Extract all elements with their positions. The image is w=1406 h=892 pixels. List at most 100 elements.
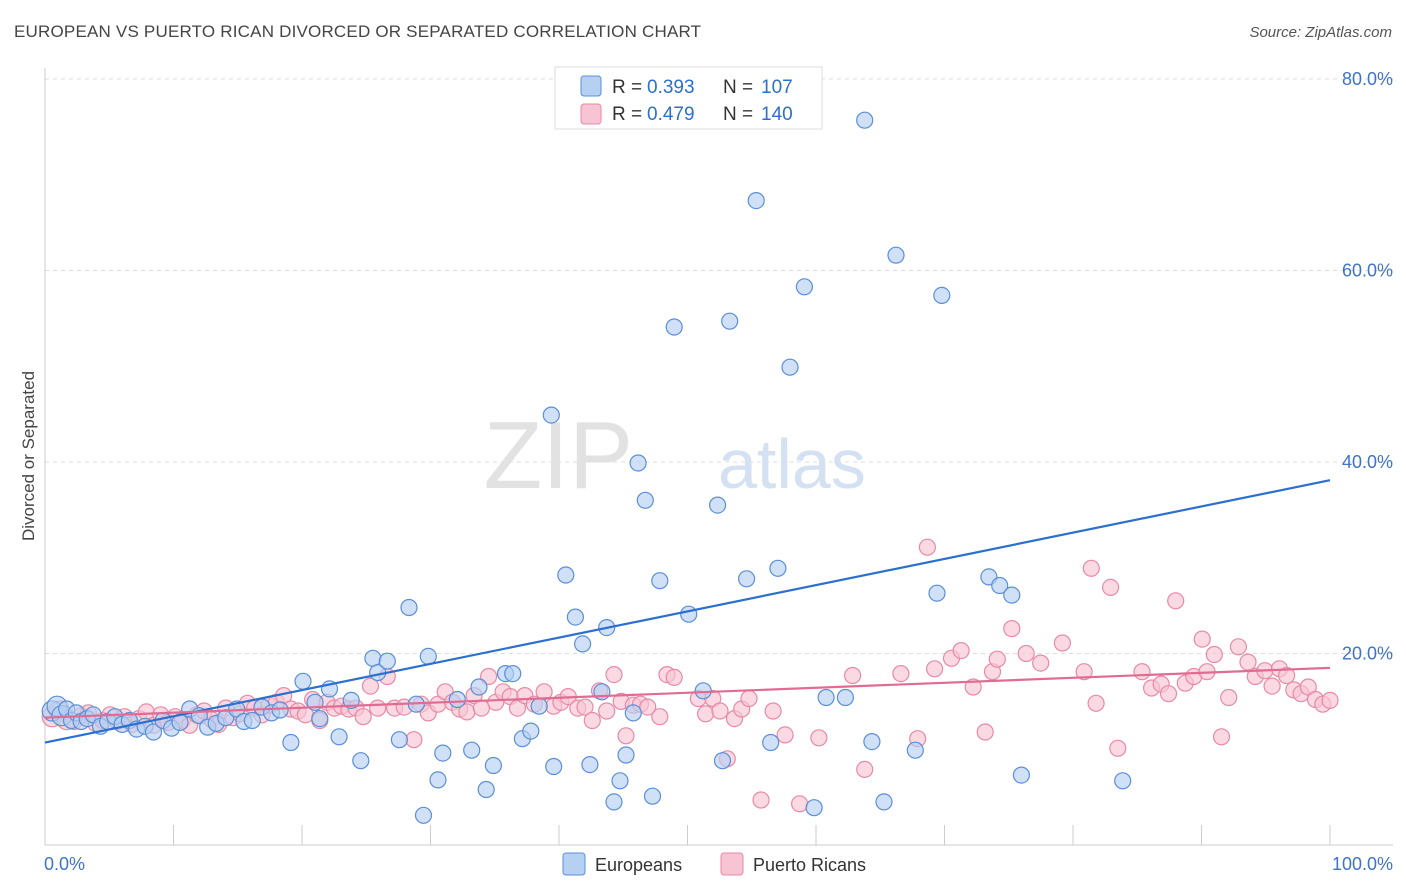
- point-europeans: [836, 688, 855, 707]
- point-puerto-ricans: [790, 795, 809, 813]
- point-puerto-ricans: [665, 668, 683, 687]
- point-puerto-ricans: [651, 708, 669, 726]
- trend-lines: [44, 479, 1331, 744]
- point-europeans: [271, 701, 289, 719]
- point-europeans: [557, 566, 575, 584]
- trend-line-europeans: [44, 479, 1331, 744]
- point-puerto-ricans: [1133, 663, 1151, 681]
- point-puerto-ricans: [598, 702, 616, 720]
- point-puerto-ricans: [711, 702, 729, 720]
- point-puerto-ricans: [1159, 685, 1178, 703]
- point-puerto-ricans: [752, 791, 770, 809]
- point-europeans: [477, 780, 495, 799]
- point-europeans: [243, 711, 261, 730]
- point-puerto-ricans: [810, 729, 828, 747]
- point-europeans: [330, 728, 348, 746]
- point-puerto-ricans: [1220, 688, 1238, 707]
- point-europeans: [769, 559, 787, 577]
- point-europeans: [708, 496, 727, 514]
- point-puerto-ricans: [354, 708, 372, 726]
- legend-swatch-puerto-ricans: [720, 852, 744, 876]
- point-europeans: [624, 704, 642, 722]
- point-europeans: [378, 652, 396, 670]
- point-europeans: [875, 793, 893, 811]
- point-europeans: [665, 318, 683, 336]
- point-europeans: [680, 605, 698, 623]
- point-puerto-ricans: [405, 731, 423, 749]
- point-puerto-ricans: [617, 727, 635, 745]
- point-puerto-ricans: [952, 641, 970, 660]
- point-puerto-ricans: [1239, 653, 1257, 671]
- point-puerto-ricans: [1229, 638, 1248, 656]
- point-puerto-ricans: [369, 699, 387, 717]
- stats-r-label-puerto-ricans: R =: [612, 104, 642, 125]
- point-puerto-ricans: [843, 666, 862, 685]
- point-europeans: [144, 723, 163, 741]
- point-puerto-ricans: [764, 702, 782, 720]
- stats-legend-swatch-europeans: [580, 75, 602, 97]
- point-puerto-ricans: [892, 664, 910, 683]
- point-puerto-ricans: [1205, 645, 1223, 664]
- point-europeans: [856, 111, 874, 129]
- point-europeans: [311, 709, 329, 728]
- point-europeans: [795, 278, 814, 296]
- y-axis-label: Divorced or Separated: [19, 371, 38, 541]
- point-puerto-ricans: [1032, 654, 1050, 672]
- point-europeans: [470, 678, 488, 696]
- watermark: ZIP atlas: [484, 402, 866, 509]
- point-europeans: [434, 744, 452, 762]
- point-europeans: [863, 732, 881, 751]
- point-puerto-ricans: [583, 711, 601, 730]
- point-puerto-ricans: [1193, 630, 1211, 648]
- source-label: Source: ZipAtlas.com: [1249, 24, 1392, 41]
- chart-title: EUROPEAN VS PUERTO RICAN DIVORCED OR SEP…: [14, 22, 702, 41]
- point-europeans: [566, 608, 585, 626]
- point-europeans: [294, 672, 312, 690]
- point-europeans: [390, 731, 408, 749]
- point-europeans: [429, 771, 447, 789]
- stats-legend: R = 0.393 N = 107 R = 0.479 N = 140: [554, 66, 823, 130]
- stats-n-label-puerto-ricans: N =: [723, 104, 753, 125]
- point-europeans: [906, 741, 924, 759]
- point-europeans: [636, 491, 654, 509]
- stats-r-label-europeans: R =: [612, 77, 642, 98]
- point-europeans: [342, 691, 360, 710]
- x-tick-label-min: 0.0%: [44, 854, 85, 874]
- point-europeans: [419, 647, 437, 666]
- point-europeans: [611, 772, 629, 790]
- point-europeans: [713, 752, 732, 770]
- point-europeans: [364, 649, 382, 667]
- point-puerto-ricans: [918, 538, 937, 556]
- point-europeans: [651, 572, 669, 590]
- stats-n-label-europeans: N =: [723, 77, 753, 98]
- trend-line-puerto-ricans: [44, 666, 1331, 719]
- point-puerto-ricans: [605, 665, 623, 684]
- point-puerto-ricans: [1212, 728, 1231, 746]
- axes: 20.0% 40.0% 60.0% 80.0%: [44, 68, 1393, 846]
- point-europeans: [530, 697, 548, 715]
- point-puerto-ricans: [976, 723, 994, 741]
- point-europeans: [545, 757, 563, 776]
- point-europeans: [463, 741, 481, 759]
- series-europeans-points: [41, 111, 1132, 824]
- point-puerto-ricans: [1109, 739, 1127, 757]
- point-europeans: [1003, 586, 1021, 604]
- point-europeans: [573, 635, 592, 653]
- point-puerto-ricans: [1017, 644, 1035, 663]
- point-europeans: [928, 584, 946, 602]
- point-europeans: [887, 246, 905, 264]
- y-tick-label-80: 80.0%: [1342, 69, 1393, 89]
- legend-label-europeans: Europeans: [595, 855, 682, 875]
- point-europeans: [629, 454, 647, 472]
- point-europeans: [542, 406, 560, 424]
- point-puerto-ricans: [1003, 619, 1021, 638]
- point-puerto-ricans: [696, 705, 715, 723]
- x-tick-label-max: 100.0%: [1332, 854, 1393, 874]
- point-europeans: [747, 192, 765, 210]
- point-europeans: [1012, 766, 1031, 784]
- point-europeans: [605, 793, 623, 811]
- point-europeans: [933, 286, 951, 304]
- stats-legend-swatch-puerto-ricans: [580, 103, 602, 125]
- point-puerto-ricans: [639, 698, 657, 716]
